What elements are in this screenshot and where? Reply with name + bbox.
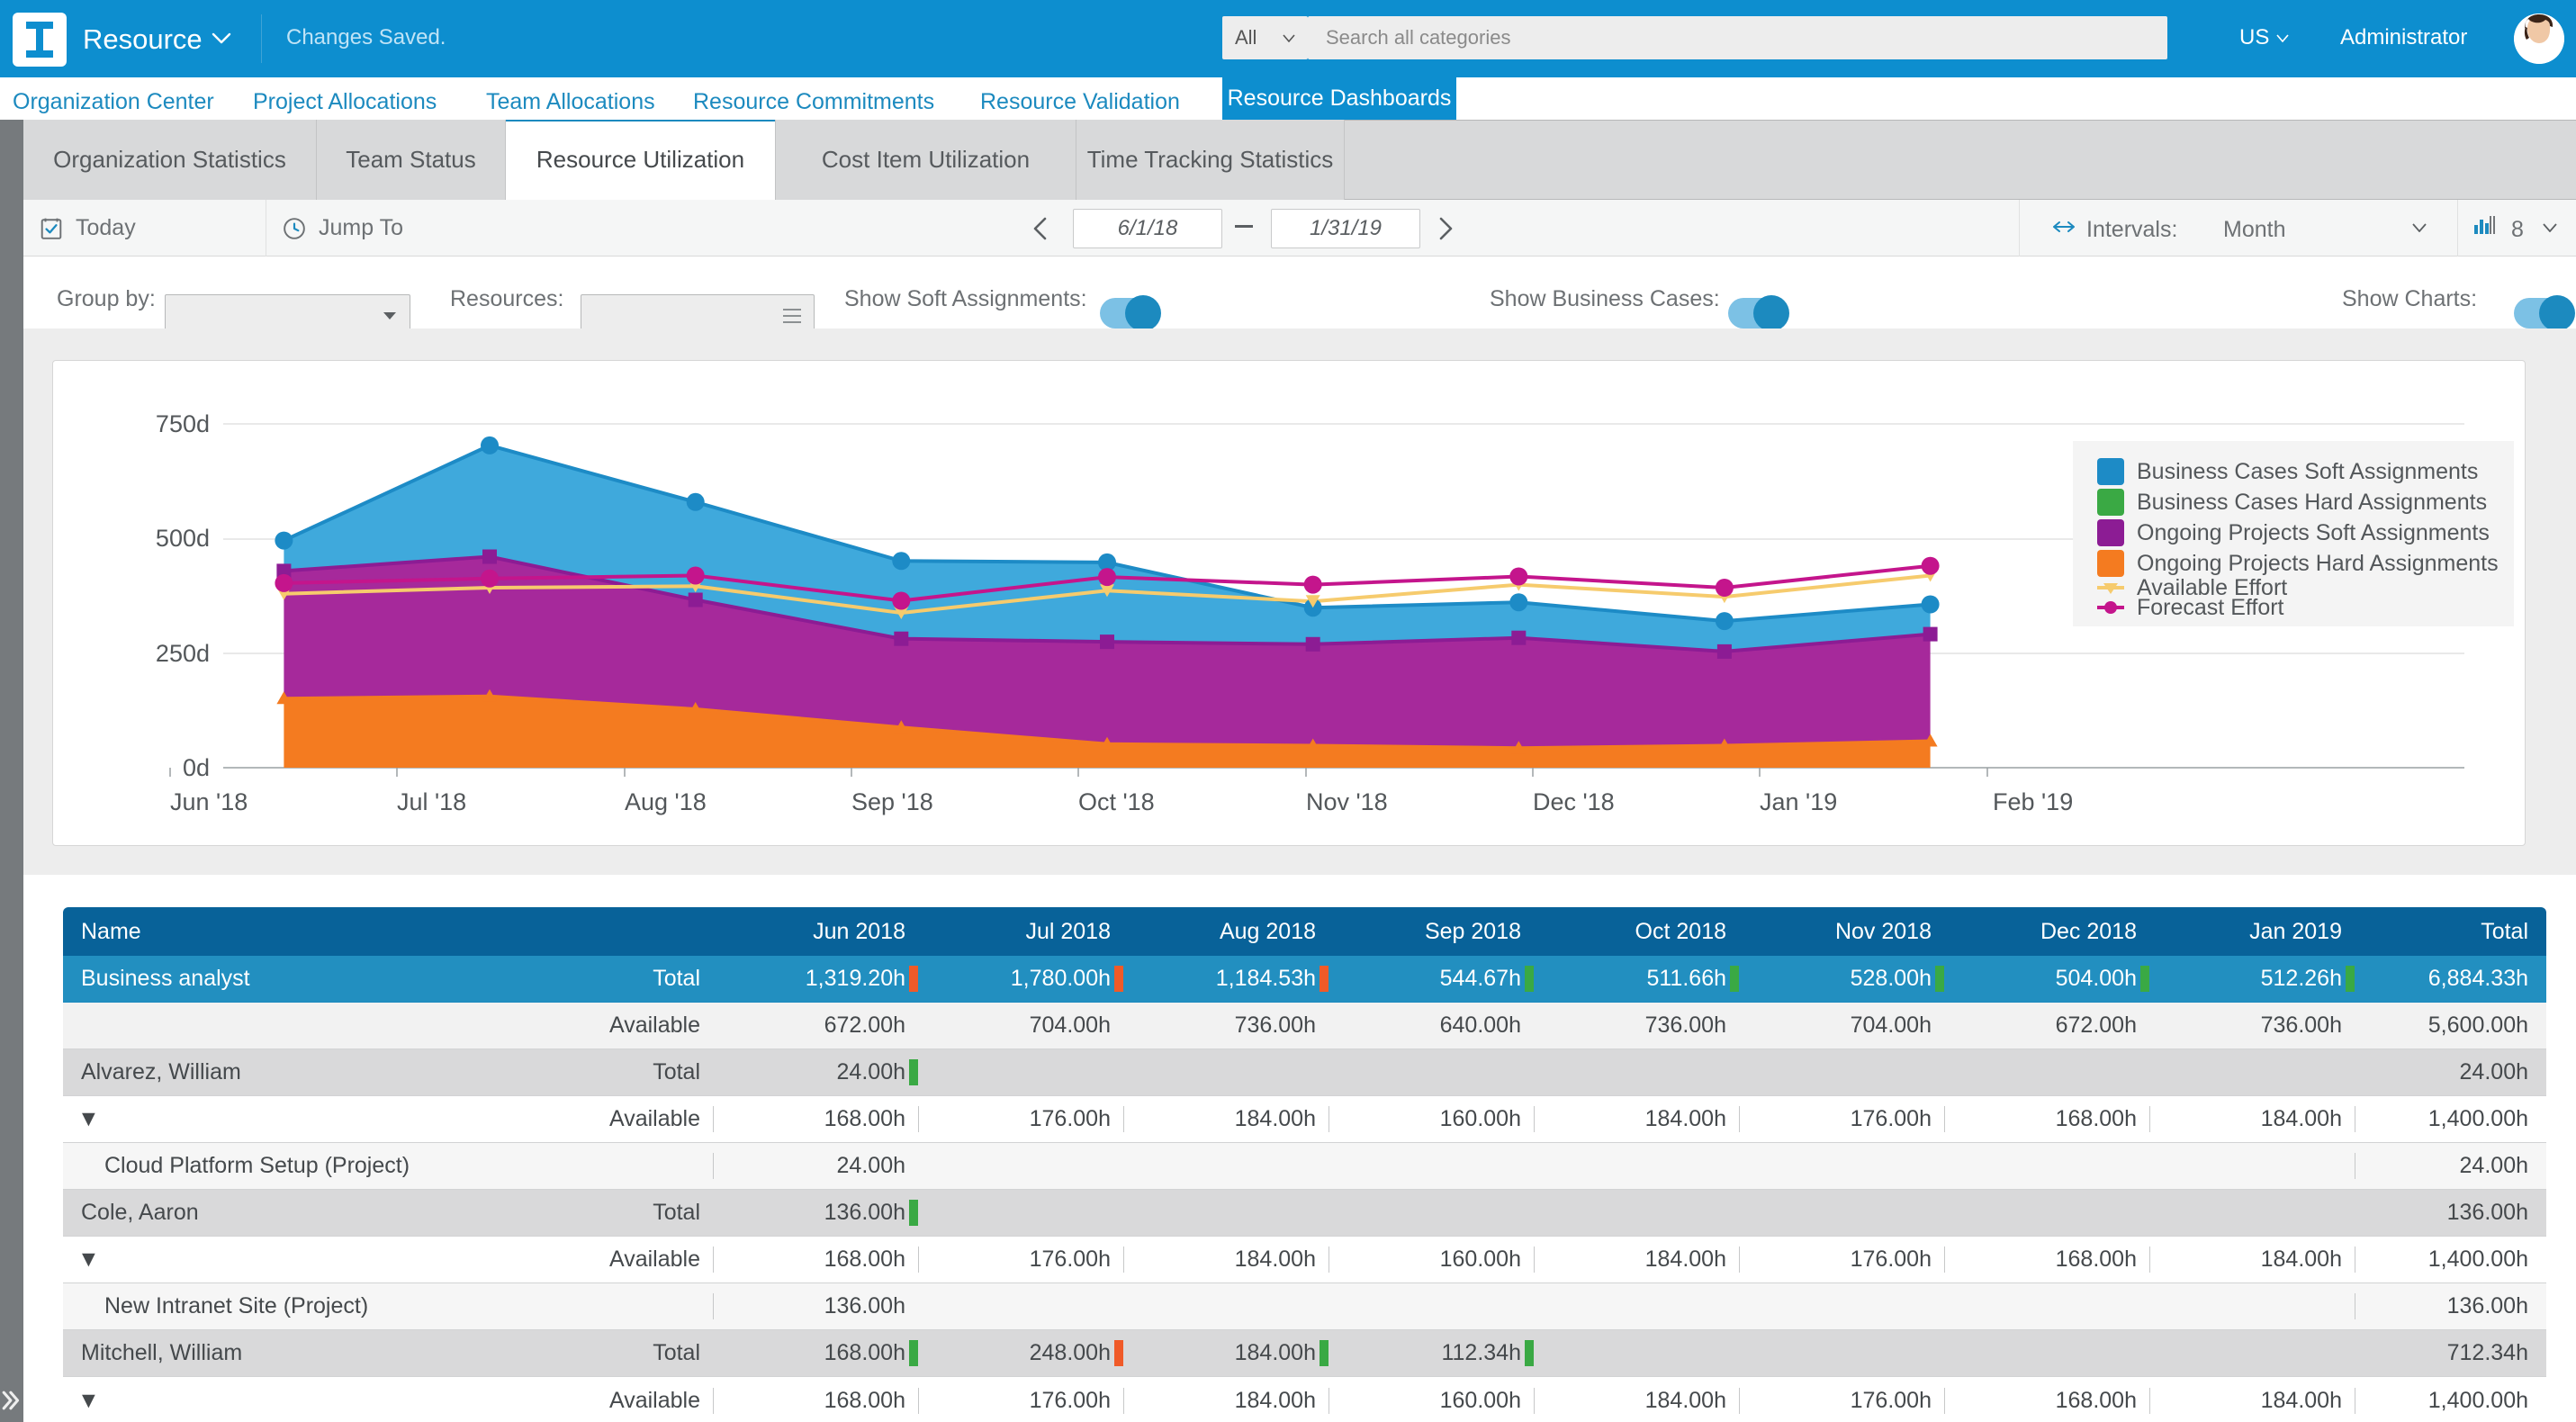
svg-text:Sep '18: Sep '18 (851, 788, 933, 815)
svg-text:Ongoing Projects Soft Assignme: Ongoing Projects Soft Assignments (2137, 520, 2490, 545)
svg-text:Nov '18: Nov '18 (1306, 788, 1388, 815)
svg-text:Forecast Effort: Forecast Effort (2137, 595, 2284, 620)
svg-text:250d: 250d (156, 640, 210, 667)
svg-text:Ongoing Projects Hard Assignme: Ongoing Projects Hard Assignments (2137, 551, 2499, 576)
svg-text:Business Cases Soft Assignment: Business Cases Soft Assignments (2137, 459, 2478, 484)
svg-text:Jun '18: Jun '18 (170, 788, 248, 815)
svg-text:0d: 0d (183, 754, 210, 781)
svg-text:Oct '18: Oct '18 (1078, 788, 1155, 815)
svg-text:Aug '18: Aug '18 (625, 788, 707, 815)
svg-text:Jul '18: Jul '18 (397, 788, 466, 815)
svg-text:750d: 750d (156, 410, 210, 437)
svg-text:Business Cases Hard Assignment: Business Cases Hard Assignments (2137, 490, 2487, 515)
svg-text:Jan '19: Jan '19 (1760, 788, 1837, 815)
svg-text:Dec '18: Dec '18 (1533, 788, 1615, 815)
svg-text:500d: 500d (156, 525, 210, 552)
svg-text:Feb '19: Feb '19 (1993, 788, 2073, 815)
